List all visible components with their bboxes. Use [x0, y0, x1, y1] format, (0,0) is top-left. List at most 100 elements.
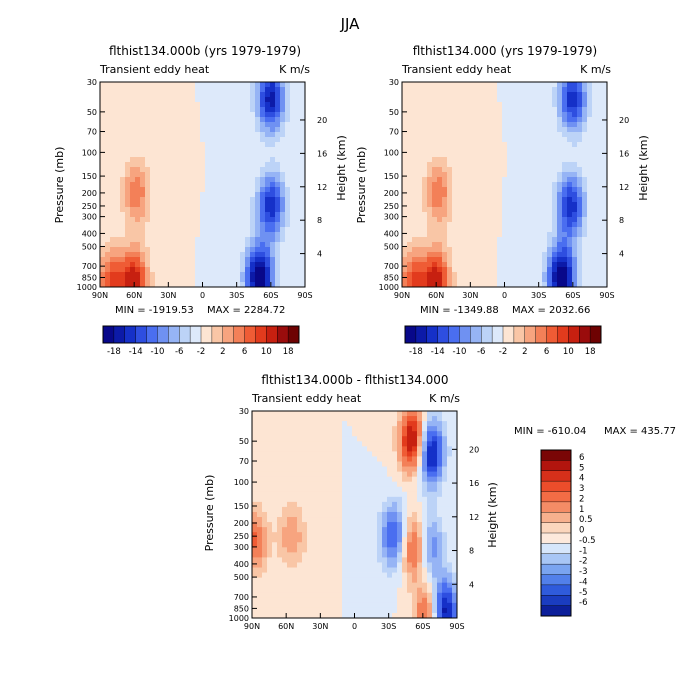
field-cell [537, 282, 543, 288]
field-cell [120, 157, 126, 163]
field-cell [492, 172, 498, 178]
field-cell [257, 501, 263, 508]
field-cell [397, 567, 403, 573]
field-cell [452, 237, 458, 243]
field-cell [175, 192, 181, 198]
field-cell [442, 262, 448, 268]
field-cell [602, 152, 608, 158]
field-cell [587, 82, 593, 88]
field-cell [280, 87, 286, 93]
field-cell [422, 456, 428, 462]
field-cell [572, 177, 578, 183]
field-cell [297, 456, 303, 462]
field-cell [145, 277, 151, 283]
field-cell [482, 207, 488, 213]
field-cell [447, 92, 453, 98]
field-cell [300, 262, 306, 268]
field-cell [457, 112, 463, 118]
field-cell [337, 436, 343, 442]
field-cell [587, 177, 593, 183]
field-cell [200, 137, 206, 143]
field-cell [270, 252, 276, 258]
field-cell [602, 237, 608, 243]
field-cell [442, 107, 448, 113]
y-tick-label: 300 [384, 213, 399, 222]
colorbar-label: 6 [242, 347, 247, 357]
field-cell [180, 87, 186, 93]
field-cell [225, 202, 231, 208]
field-cell [270, 232, 276, 238]
field-cell [552, 257, 558, 263]
field-cell [130, 192, 136, 198]
field-cell [145, 132, 151, 138]
field-cell [215, 227, 221, 233]
field-cell [587, 197, 593, 203]
field-cell [115, 202, 121, 208]
x-tick-label: 30S [531, 291, 546, 300]
field-cell [372, 451, 378, 457]
field-cell [387, 511, 393, 518]
field-cell [230, 257, 236, 263]
field-cell [477, 132, 483, 138]
field-cell [412, 517, 418, 523]
field-cell [472, 207, 478, 213]
field-cell [230, 187, 236, 193]
field-cell [422, 102, 428, 108]
field-cell [347, 441, 353, 447]
field-cell [210, 107, 216, 113]
field-cell [287, 431, 293, 437]
field-cell [120, 137, 126, 143]
field-cell [582, 192, 588, 198]
field-cell [567, 222, 573, 228]
field-cell [135, 262, 141, 268]
field-cell [362, 471, 368, 478]
field-cell [275, 232, 281, 238]
field-cell [417, 517, 423, 523]
field-cell [337, 426, 343, 432]
field-cell [542, 237, 548, 243]
field-cell [447, 272, 453, 278]
field-cell [372, 587, 378, 594]
field-cell [462, 217, 468, 223]
field-cell [337, 612, 343, 619]
field-cell [297, 567, 303, 573]
field-cell [452, 187, 458, 193]
field-cell [250, 227, 256, 233]
field-cell [297, 602, 303, 609]
field-cell [280, 182, 286, 188]
field-cell [170, 272, 176, 278]
field-cell [412, 132, 418, 138]
field-cell [317, 557, 323, 563]
field-cell [552, 237, 558, 243]
field-cell [527, 232, 533, 238]
field-cell [130, 127, 136, 133]
field-cell [105, 87, 111, 93]
field-cell [547, 122, 553, 128]
field-cell [312, 572, 318, 579]
field-cell [165, 192, 171, 198]
field-cell [527, 277, 533, 283]
field-cell [115, 147, 121, 153]
field-cell [120, 142, 126, 148]
field-cell [442, 177, 448, 183]
field-cell [402, 247, 408, 253]
field-cell [312, 607, 318, 614]
field-cell [255, 87, 261, 93]
field-cell [362, 567, 368, 573]
field-cell [457, 97, 463, 103]
field-cell [292, 506, 298, 513]
field-cell [362, 537, 368, 543]
field-cell [145, 197, 151, 203]
field-cell [285, 252, 291, 258]
field-cell [517, 187, 523, 193]
field-cell [567, 177, 573, 183]
field-cell [542, 152, 548, 158]
field-cell [235, 212, 241, 218]
field-cell [402, 607, 408, 614]
field-cell [582, 227, 588, 233]
field-cell [240, 107, 246, 113]
field-cell [432, 157, 438, 163]
field-cell [412, 567, 418, 573]
field-cell [567, 87, 573, 93]
field-cell [592, 97, 598, 103]
